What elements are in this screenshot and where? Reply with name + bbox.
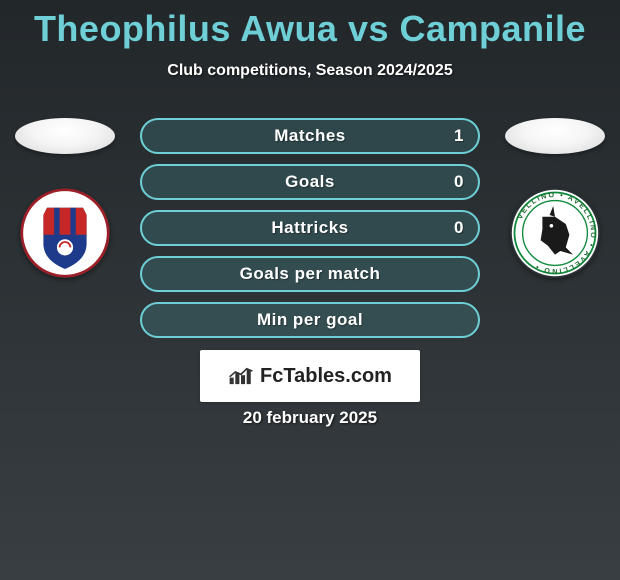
bar-chart-icon — [228, 365, 254, 387]
right-player-placeholder — [505, 118, 605, 154]
stat-value-right: 0 — [454, 218, 464, 238]
stat-label: Hattricks — [271, 218, 348, 238]
stat-row: Goals 0 — [140, 164, 480, 200]
stat-value-right: 1 — [454, 126, 464, 146]
page-title: Theophilus Awua vs Campanile — [0, 0, 620, 50]
left-team-badge — [20, 188, 110, 278]
stat-row: Min per goal — [140, 302, 480, 338]
crotone-badge-icon — [20, 188, 110, 278]
stat-label: Min per goal — [257, 310, 363, 330]
stat-label: Goals — [285, 172, 335, 192]
stat-row: Matches 1 — [140, 118, 480, 154]
comparison-date: 20 february 2025 — [0, 408, 620, 428]
stat-label: Matches — [274, 126, 346, 146]
left-player-placeholder — [15, 118, 115, 154]
stat-row: Hattricks 0 — [140, 210, 480, 246]
left-player-column — [10, 118, 120, 278]
fctables-branding: FcTables.com — [200, 350, 420, 402]
stats-list: Matches 1 Goals 0 Hattricks 0 Goals per match M… — [140, 118, 480, 338]
stat-label: Goals per match — [240, 264, 381, 284]
stat-row: Goals per match — [140, 256, 480, 292]
stat-value-right: 0 — [454, 172, 464, 192]
branding-label: FcTables.com — [260, 365, 392, 388]
right-team-badge: VELLINO • AVELLINO • AVELLINO • — [510, 188, 600, 278]
avellino-badge-icon: VELLINO • AVELLINO • AVELLINO • — [510, 188, 600, 278]
right-player-column: VELLINO • AVELLINO • AVELLINO • — [500, 118, 610, 278]
subtitle: Club competitions, Season 2024/2025 — [0, 62, 620, 80]
